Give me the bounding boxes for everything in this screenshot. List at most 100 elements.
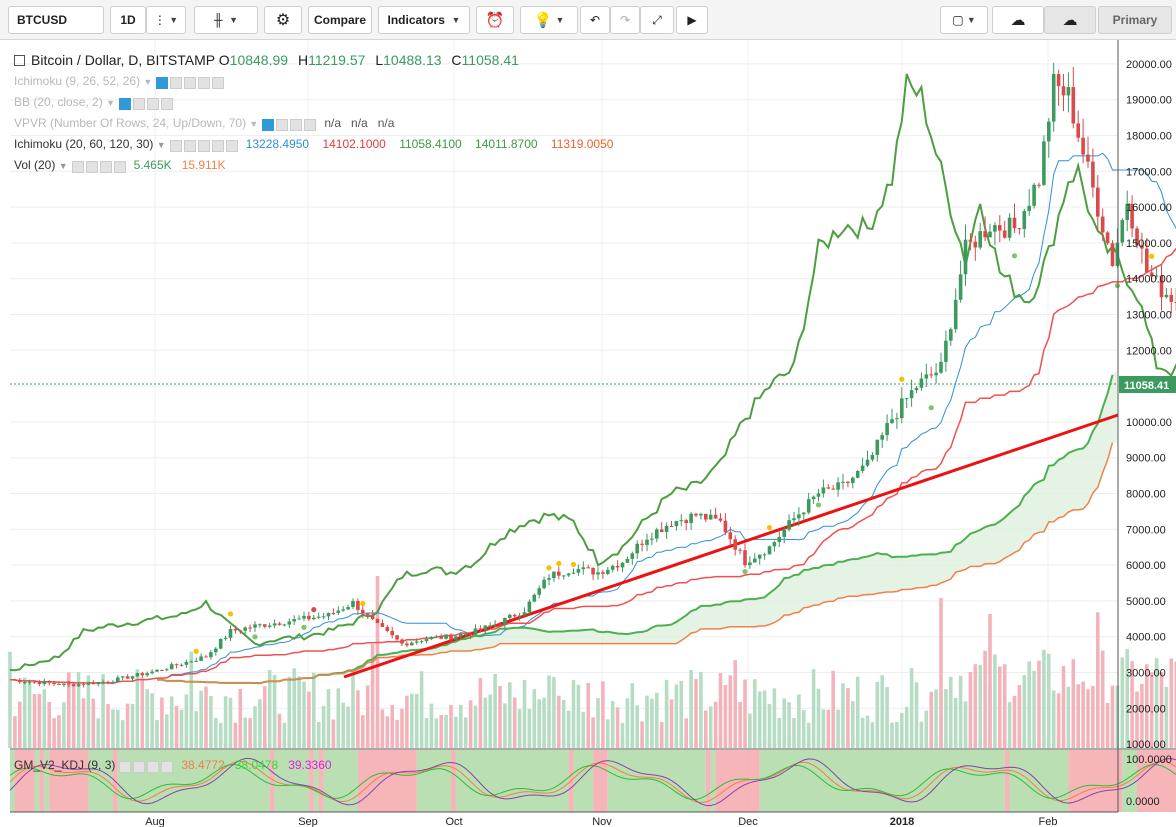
vol-buttons[interactable] [71, 159, 128, 173]
kdj-axis: 100.0000 0.0000 [1126, 754, 1172, 808]
fullscreen-button[interactable]: ⤢ [640, 6, 674, 34]
candle-body [336, 610, 341, 614]
replay-button[interactable]: ▶ [676, 6, 708, 34]
indicators-button[interactable]: Indicators ▼ [378, 6, 470, 34]
plus-icon[interactable] [290, 118, 303, 131]
chart-legend-title[interactable]: Bitcoin / Dollar, D, BITSTAMP O10848.99 … [14, 52, 519, 68]
alert-button[interactable]: ⏰ [476, 6, 514, 34]
compare-button[interactable]: Compare [308, 6, 372, 34]
layout-button[interactable]: ▢ ▼ [940, 6, 988, 34]
redo-button[interactable]: ↷ [610, 6, 640, 34]
ind1-buttons[interactable] [156, 75, 226, 89]
symbol-input[interactable]: BTCUSD [8, 6, 104, 34]
plus-icon[interactable] [147, 760, 160, 773]
primary-button[interactable]: Primary [1098, 6, 1172, 34]
legend-ichimoku-1[interactable]: Ichimoku (9, 26, 52, 26) ▼ [14, 74, 232, 89]
chart-style-button[interactable]: ╫ ▼ [194, 6, 258, 34]
gear-icon[interactable] [133, 760, 146, 773]
candle-body [615, 565, 620, 568]
candle-body [267, 625, 272, 627]
compare-label: Compare [313, 13, 366, 27]
volume-bar [811, 669, 816, 748]
undo-button[interactable]: ↶ [580, 6, 610, 34]
candle-body [831, 488, 835, 490]
plus-icon[interactable] [198, 76, 211, 89]
volume-bar [361, 715, 365, 748]
time-tick-label: Sep [298, 816, 318, 827]
volume-bar [998, 666, 1002, 748]
price-axis[interactable]: 20000.00 19000.00 18000.00 17000.00 16000.00… [1126, 59, 1172, 751]
eye-icon[interactable] [169, 139, 182, 152]
eye-icon[interactable] [118, 97, 131, 110]
collapse-icon[interactable] [14, 55, 25, 66]
time-axis[interactable]: Aug Sep Oct Nov Dec 2018 Feb [145, 816, 1057, 827]
ind2-buttons[interactable] [118, 96, 175, 110]
legend-vpvr[interactable]: VPVR (Number Of Rows, 24, Up/Down, 70) ▼… [14, 116, 394, 131]
gear-icon[interactable] [170, 76, 183, 89]
candle-body [209, 652, 213, 658]
candle-body [218, 638, 223, 649]
candle-body [944, 340, 948, 362]
eye-icon[interactable] [262, 118, 275, 131]
plus-icon[interactable] [99, 160, 112, 173]
chart-canvas[interactable]: 20000.00 19000.00 18000.00 17000.00 16000.00… [0, 40, 1176, 827]
legend-ichimoku-2[interactable]: Ichimoku (20, 60, 120, 30) ▼ 13228.4950 1… [14, 137, 613, 152]
plus-icon[interactable] [146, 97, 159, 110]
candle-body [160, 669, 164, 671]
plus-icon[interactable] [211, 139, 224, 152]
eye-icon[interactable] [156, 76, 169, 89]
candle-body [434, 636, 439, 638]
candle-body [116, 677, 120, 683]
interval-menu-button[interactable]: ⋮ ▼ [146, 6, 186, 34]
gear-icon[interactable] [132, 97, 145, 110]
candle-body [748, 562, 752, 566]
close-icon[interactable] [113, 160, 126, 173]
legend-kdj[interactable]: GM_V2_KDJ (9, 3) 38.4772 38.0478 39.3360 [14, 758, 332, 773]
volume-bar [57, 715, 61, 748]
volume-bar [679, 680, 684, 748]
candle-body [939, 361, 943, 373]
gear-icon[interactable] [85, 160, 98, 173]
candle-body [130, 676, 135, 679]
interval-button[interactable]: 1D [110, 6, 146, 34]
eye-icon[interactable] [119, 760, 132, 773]
ind3-buttons[interactable] [262, 117, 318, 131]
ind4-buttons[interactable] [169, 138, 240, 152]
candle-body [292, 619, 296, 622]
save-cloud-button[interactable]: ☁ [1044, 6, 1096, 34]
close-icon[interactable] [212, 76, 225, 89]
candle-body [757, 554, 762, 559]
volume-bar [365, 685, 370, 748]
kdj-buttons[interactable] [119, 759, 175, 773]
volume-bars [8, 576, 1176, 748]
volume-bar [836, 709, 840, 748]
candle-body [532, 594, 537, 602]
ideas-button[interactable]: 💡 ▼ [520, 6, 578, 34]
volume-bar [655, 692, 659, 748]
settings-button[interactable]: ⚙ [264, 6, 302, 34]
candle-body [904, 398, 909, 400]
candle-body [169, 664, 174, 670]
close-icon[interactable] [304, 118, 317, 131]
legend-volume[interactable]: Vol (20) ▼ 5.465K 15.911K [14, 158, 226, 173]
price-tick-label: 6000.00 [1126, 560, 1166, 572]
candle-body [836, 482, 840, 490]
close-icon[interactable] [225, 139, 238, 152]
volume-bar [792, 718, 796, 748]
legend-bb[interactable]: BB (20, close, 2) ▼ [14, 95, 181, 110]
volume-bar [473, 705, 478, 748]
source-icon[interactable] [197, 139, 210, 152]
close-icon[interactable] [161, 760, 174, 773]
candle-body [561, 575, 566, 577]
volume-bar [885, 687, 889, 748]
candle-body [243, 627, 247, 631]
volume-bar [116, 709, 120, 748]
symbol-title: Bitcoin / Dollar, D, BITSTAMP [31, 52, 215, 68]
eye-icon[interactable] [71, 160, 84, 173]
close-icon[interactable] [160, 97, 173, 110]
load-cloud-button[interactable]: ☁ [992, 6, 1044, 34]
gear-icon[interactable] [276, 118, 289, 131]
source-icon[interactable] [184, 76, 197, 89]
gear-icon[interactable] [183, 139, 196, 152]
candle-body [713, 514, 718, 519]
